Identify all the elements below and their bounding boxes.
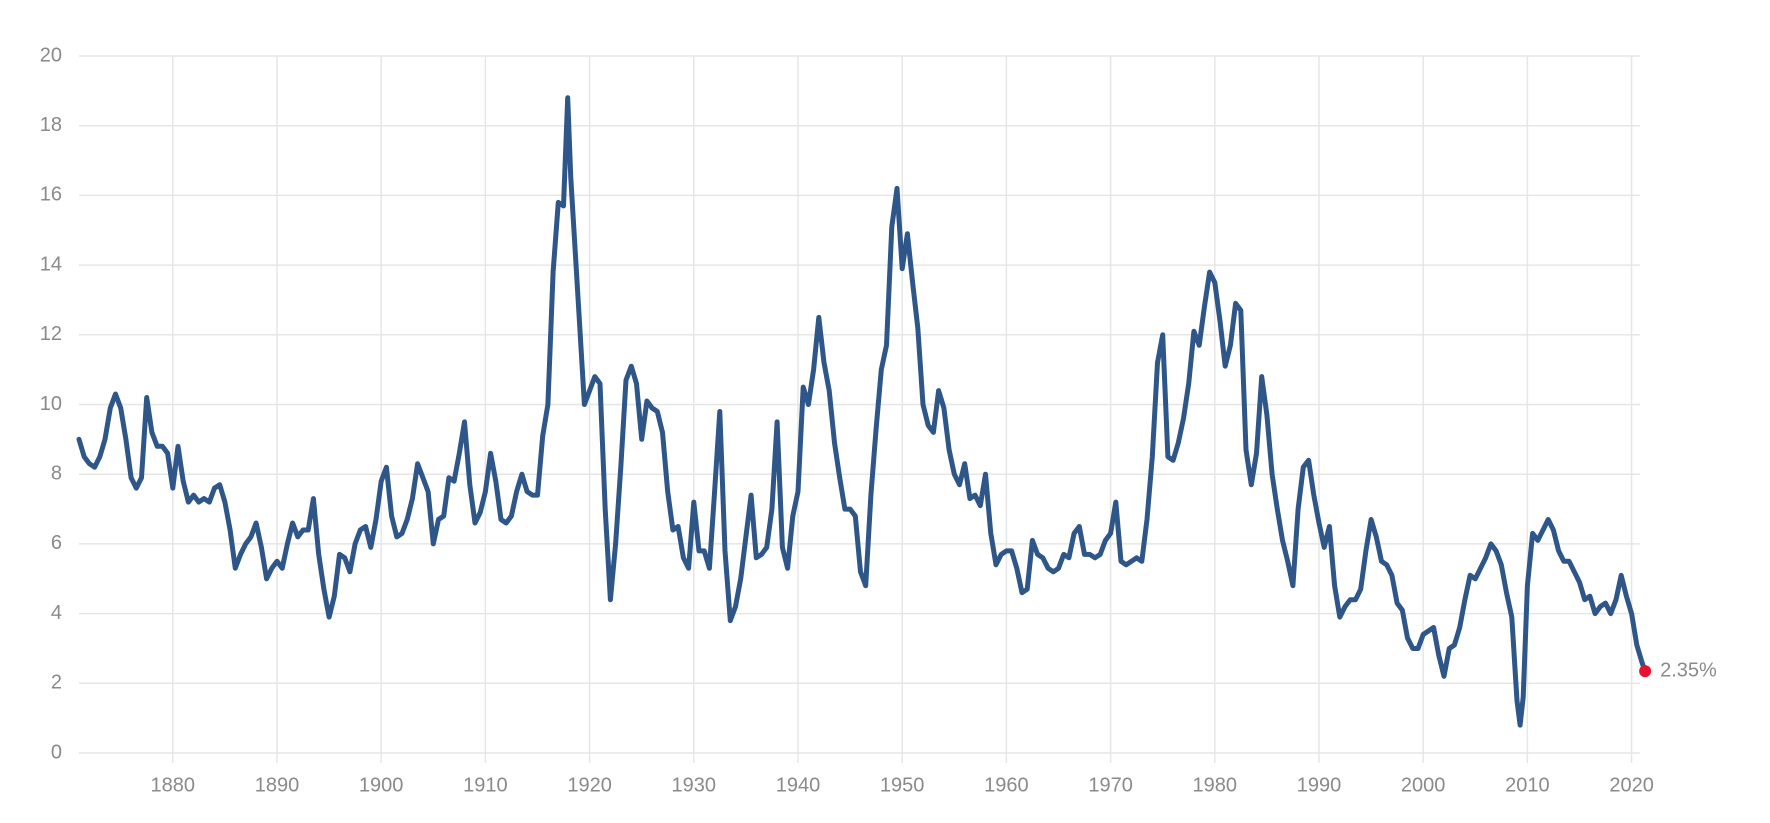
y-tick-label: 10 <box>40 393 62 415</box>
x-tick-label: 1970 <box>1088 774 1133 796</box>
y-tick-label: 0 <box>51 741 62 763</box>
y-tick-label: 4 <box>51 602 62 624</box>
end-point-marker <box>1639 665 1652 678</box>
x-tick-label: 1930 <box>672 774 717 796</box>
y-tick-label: 6 <box>51 532 62 554</box>
horizontal-gridlines <box>79 55 1640 754</box>
x-tick-label: 2010 <box>1505 774 1550 796</box>
y-tick-label: 8 <box>51 462 62 484</box>
x-tick-label: 1920 <box>567 774 612 796</box>
y-tick-label: 14 <box>40 253 62 275</box>
y-tick-label: 16 <box>40 184 62 206</box>
y-tick-label: 12 <box>40 323 62 345</box>
x-tick-label: 1950 <box>880 774 925 796</box>
x-tick-label: 2020 <box>1609 774 1654 796</box>
y-tick-label: 18 <box>40 114 62 136</box>
x-tick-label: 2000 <box>1401 774 1446 796</box>
x-axis-tick-labels: 1880 1890 1900 1910 1920 1930 1940 1950 1960 1970… <box>151 774 1654 796</box>
series-line <box>76 95 1648 728</box>
vertical-gridlines <box>172 56 1633 763</box>
x-tick-label: 1990 <box>1297 774 1342 796</box>
x-tick-label: 1980 <box>1193 774 1238 796</box>
x-tick-label: 1960 <box>984 774 1029 796</box>
y-axis-tick-labels: 0 2 4 6 8 10 12 14 16 18 20 <box>40 44 62 763</box>
x-tick-label: 1890 <box>255 774 300 796</box>
y-tick-label: 20 <box>40 44 62 66</box>
y-tick-label: 2 <box>51 672 62 694</box>
x-tick-label: 1940 <box>776 774 821 796</box>
x-tick-label: 1880 <box>151 774 196 796</box>
x-tick-label: 1910 <box>463 774 508 796</box>
end-value-label: 2.35% <box>1660 659 1717 681</box>
x-tick-label: 1900 <box>359 774 404 796</box>
